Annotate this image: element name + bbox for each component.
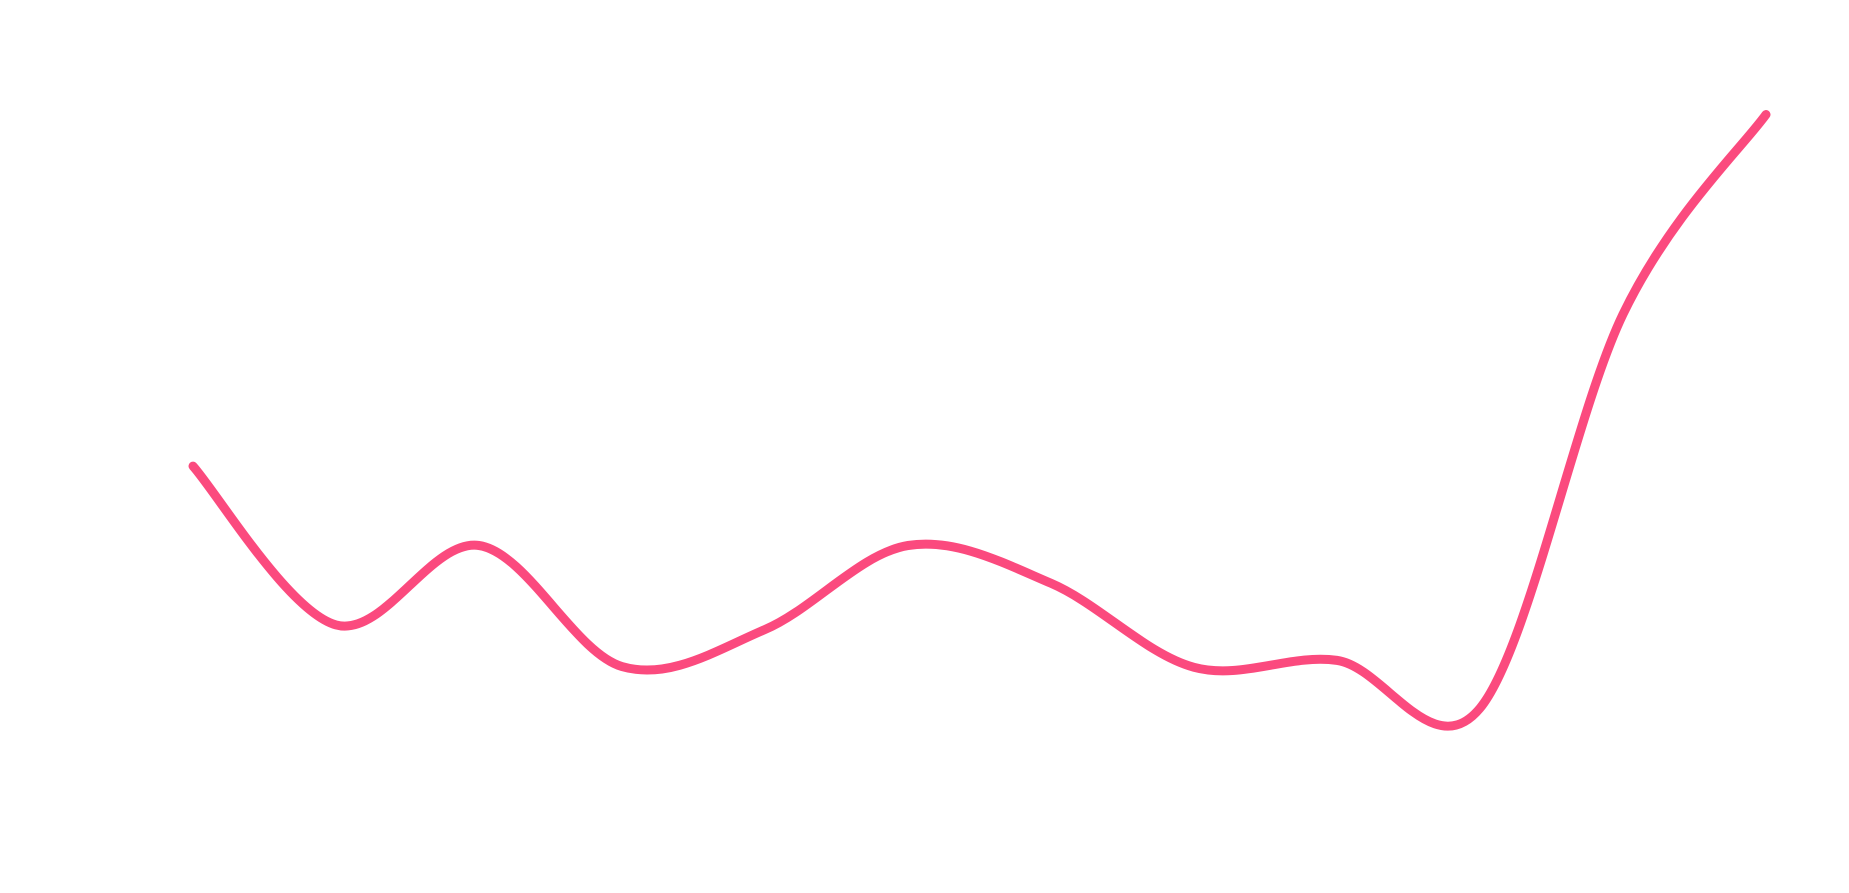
line [188,110,1771,731]
